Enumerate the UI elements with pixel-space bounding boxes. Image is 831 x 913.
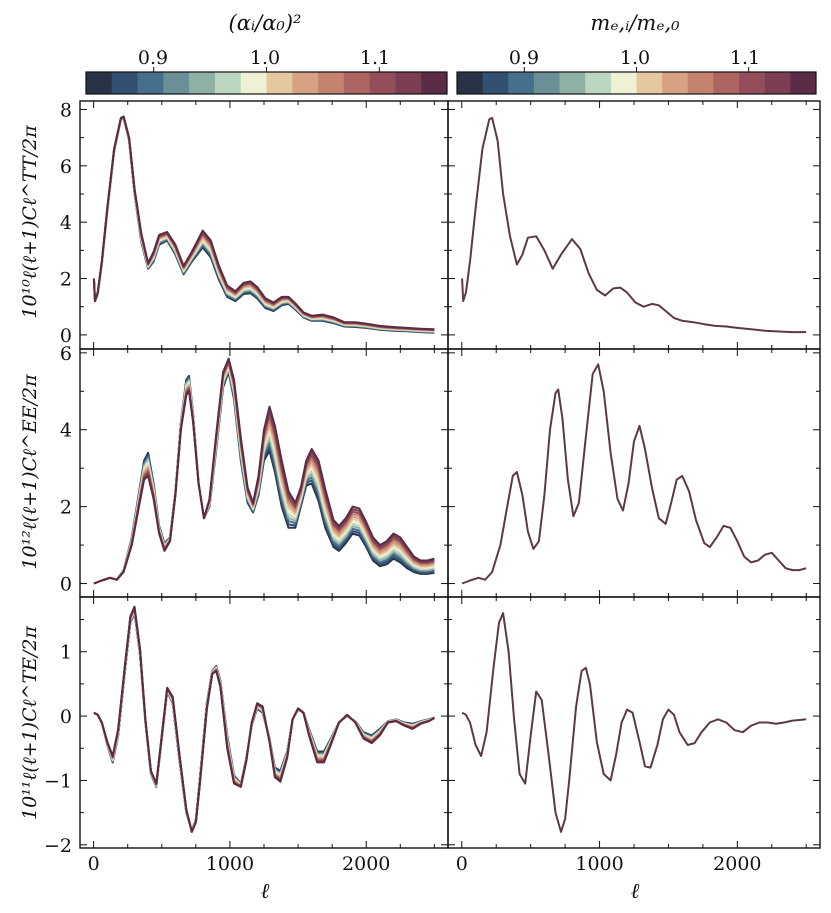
colorbar-swatch xyxy=(240,72,267,94)
colorbar-swatch xyxy=(395,72,422,94)
x-axis-label-right: ℓ xyxy=(631,879,640,903)
colorbar-swatch xyxy=(662,72,689,94)
x-tick-label: 1000 xyxy=(575,853,623,875)
y-tick-label: −2 xyxy=(44,835,72,857)
chart-panel-tt-alpha: 0 2 4 6 8 xyxy=(60,99,449,350)
y-tick-label: 0 xyxy=(60,325,72,347)
y-axis-label-ee: 10¹²ℓ(ℓ+1)Cℓ^EE/2π xyxy=(19,374,41,570)
colorbar-me xyxy=(456,67,817,95)
series-curves xyxy=(461,116,807,334)
colorbar-me-tick-label: 1.0 xyxy=(620,47,650,69)
panel-frame xyxy=(447,348,821,598)
chart-panel-te-me: 0 1000 2000 xyxy=(447,596,821,875)
y-tick-label: 8 xyxy=(60,99,72,121)
colorbar-swatch xyxy=(318,72,345,94)
series-curves xyxy=(92,115,435,334)
panel-frame xyxy=(79,100,449,350)
colorbar-swatch xyxy=(482,72,509,94)
colorbar-swatch xyxy=(713,72,740,94)
colorbar-swatch xyxy=(585,72,612,94)
colorbar-swatch xyxy=(343,72,371,94)
colorbar-alpha-tick-label: 1.1 xyxy=(360,47,390,69)
panel-frame xyxy=(447,100,821,350)
colorbar-swatch xyxy=(111,72,139,94)
x-tick-label: 0 xyxy=(88,853,100,875)
y-axis-label-tt: 10¹⁰ℓ(ℓ+1)Cℓ^TT/2π xyxy=(19,125,41,319)
series-line xyxy=(461,363,807,585)
chart-panel-ee-me xyxy=(447,348,821,598)
series-curves xyxy=(461,363,807,585)
colorbar-swatch xyxy=(266,72,293,94)
y-axis-label-te: 10¹¹ℓ(ℓ+1)Cℓ^TE/2π xyxy=(19,626,41,820)
colorbar-swatch xyxy=(790,72,817,94)
y-tick-label: 4 xyxy=(60,420,72,442)
colorbar-swatch xyxy=(559,72,586,94)
y-tick-label: 0 xyxy=(60,706,72,728)
colorbar-swatch xyxy=(369,72,396,94)
x-tick-label: 2000 xyxy=(713,853,761,875)
series-curves xyxy=(461,612,807,833)
colorbar-swatch xyxy=(508,72,535,94)
series-line xyxy=(92,115,435,331)
series-line xyxy=(93,357,435,585)
chart-panel-ee-alpha: 0 2 4 6 xyxy=(60,343,449,598)
colorbar-swatch xyxy=(214,72,242,94)
colorbar-me-tick-label: 0.9 xyxy=(509,47,539,69)
colorbar-swatch xyxy=(137,72,164,94)
colorbar-swatch xyxy=(457,72,484,94)
series-curves xyxy=(93,605,435,833)
y-tick-label: 4 xyxy=(60,212,72,234)
colorbar-swatch xyxy=(421,72,448,94)
series-line xyxy=(461,612,807,833)
x-axis-label-left: ℓ xyxy=(261,879,270,903)
colorbar-swatch xyxy=(610,72,637,94)
chart-panel-te-alpha: 0 1000 2000 −2 −1 0 1 xyxy=(44,596,449,875)
colorbar-alpha-tick-label: 1.0 xyxy=(250,47,280,69)
colorbar-swatch xyxy=(533,72,561,94)
colorbar-alpha-title: (αᵢ/α₀)² xyxy=(229,11,302,35)
chart-panel-tt-me xyxy=(447,100,821,350)
x-tick-label: 0 xyxy=(456,853,468,875)
colorbar-alpha-tick-label: 0.9 xyxy=(138,47,168,69)
colorbar-swatch xyxy=(764,72,791,94)
y-tick-label: −1 xyxy=(44,770,72,792)
colorbar-me-tick-label: 1.1 xyxy=(730,47,760,69)
colorbar-alpha xyxy=(85,67,448,95)
colorbar-swatch xyxy=(687,72,714,94)
colorbar-swatch xyxy=(739,72,766,94)
y-tick-label: 0 xyxy=(60,574,72,596)
colorbar-swatch xyxy=(189,72,216,94)
y-tick-label: 6 xyxy=(60,156,72,178)
colorbar-swatch xyxy=(636,72,663,94)
colorbar-swatch xyxy=(292,72,319,94)
colorbar-swatch xyxy=(86,72,113,94)
y-tick-label: 6 xyxy=(60,343,72,365)
series-curves xyxy=(93,357,435,585)
series-line xyxy=(93,605,435,833)
x-tick-label: 2000 xyxy=(342,853,390,875)
colorbar-swatch xyxy=(163,72,190,94)
y-tick-label: 2 xyxy=(60,497,72,519)
series-line xyxy=(461,116,807,334)
colorbar-me-title: mₑ,ᵢ/mₑ,₀ xyxy=(590,11,680,35)
y-tick-label: 2 xyxy=(60,269,72,291)
y-tick-label: 1 xyxy=(60,642,72,664)
x-tick-label: 1000 xyxy=(206,853,254,875)
